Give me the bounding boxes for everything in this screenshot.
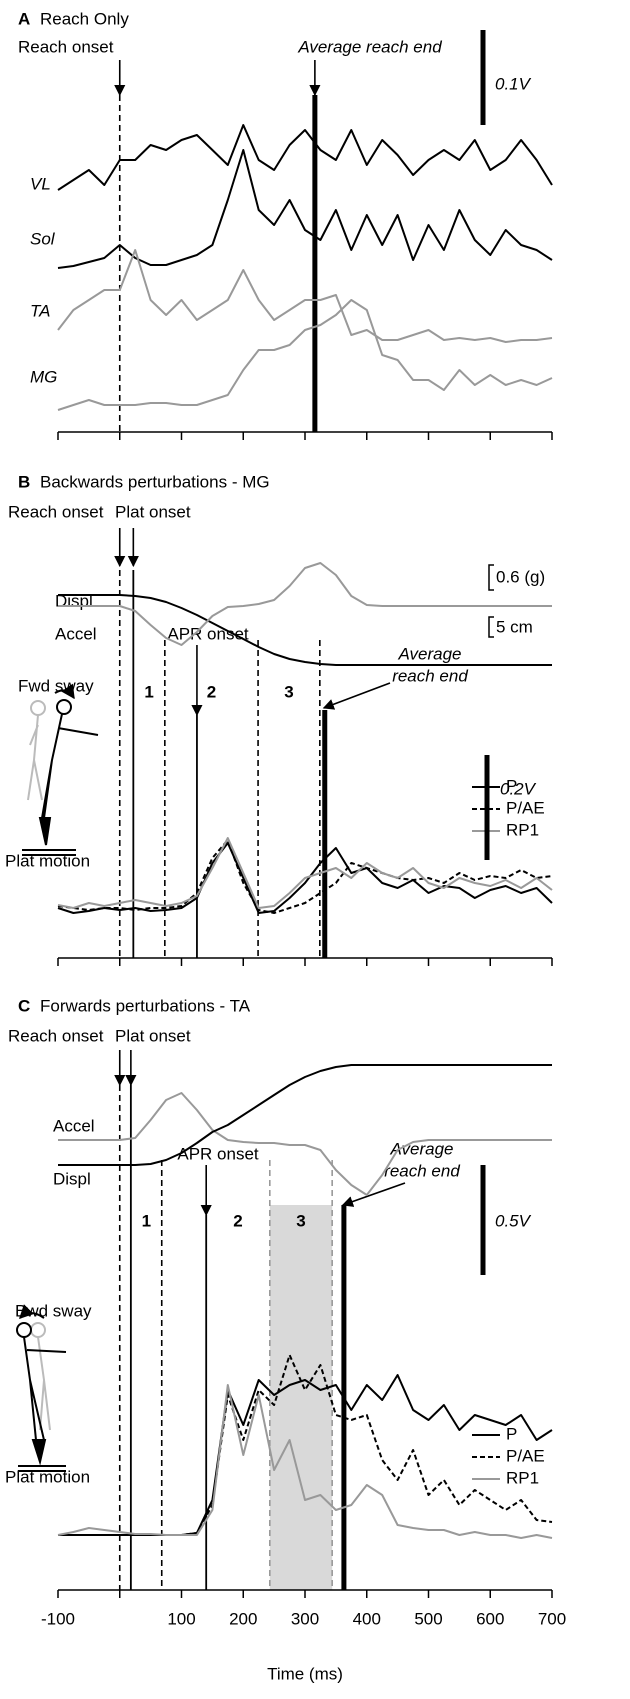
event-label: reach end (392, 666, 468, 685)
phase-shade (269, 1205, 333, 1590)
event-label: Reach onset (8, 1026, 104, 1045)
scale-label: 0.2V (500, 779, 537, 798)
x-tick-label: 400 (353, 1609, 381, 1628)
x-tick-label: -100 (41, 1609, 75, 1628)
trace-label: MG (30, 367, 57, 386)
panel-label: C (18, 996, 30, 1015)
scale-label: 5 cm (496, 617, 533, 636)
phase-label: 3 (296, 1211, 305, 1230)
trace (58, 1064, 552, 1166)
trace (58, 562, 552, 646)
trace-label: Displ (55, 591, 93, 610)
x-tick-label: 100 (167, 1609, 195, 1628)
event-label: Plat onset (115, 1026, 191, 1045)
trace (57, 149, 553, 269)
x-axis-label: Time (ms) (267, 1664, 343, 1683)
trace-label: Accel (55, 624, 97, 643)
trace (57, 837, 553, 909)
scale-label: 0.1V (495, 74, 532, 93)
trace-label: Accel (53, 1116, 95, 1135)
inset-figure (22, 683, 99, 856)
panel-title: Forwards perturbations - TA (40, 996, 251, 1015)
phase-label: 3 (284, 682, 293, 701)
legend-label: RP1 (506, 820, 539, 839)
inset-figure (16, 1304, 67, 1472)
legend-label: P (506, 776, 517, 795)
event-label: APR onset (167, 624, 249, 643)
arrow (322, 682, 391, 710)
scale-bracket (488, 616, 494, 638)
trace (57, 839, 553, 914)
trace (58, 594, 552, 666)
event-label: APR onset (177, 1144, 259, 1163)
scale-bracket (488, 564, 494, 591)
trace-label: Displ (53, 1169, 91, 1188)
panel-title: Reach Only (40, 9, 129, 28)
trace (57, 124, 553, 191)
panel-title: Backwards perturbations - MG (40, 472, 270, 491)
trace (57, 299, 553, 411)
event-label: Plat onset (115, 502, 191, 521)
trace (57, 249, 553, 343)
x-tick-label: 700 (538, 1609, 566, 1628)
x-tick-label: 300 (291, 1609, 319, 1628)
event-label: Reach onset (8, 502, 104, 521)
x-tick-label: 500 (414, 1609, 442, 1628)
phase-label: 1 (144, 682, 153, 701)
panel-label: A (18, 9, 30, 28)
trace (57, 1384, 553, 1539)
legend-label: RP1 (506, 1468, 539, 1487)
inset-label: Bwd sway (15, 1301, 92, 1320)
x-tick-label: 600 (476, 1609, 504, 1628)
scale-label: 0.5V (495, 1211, 532, 1230)
trace-label: Sol (30, 229, 56, 248)
trace (58, 1092, 552, 1196)
panel-label: B (18, 472, 30, 491)
inset-label: Plat motion (5, 1467, 90, 1486)
legend-label: P (506, 1424, 517, 1443)
trace-label: VL (30, 174, 51, 193)
phase-label: 1 (142, 1211, 151, 1230)
event-label: Reach onset (18, 37, 114, 56)
phase-label: 2 (207, 682, 216, 701)
legend-label: P/AE (506, 1446, 545, 1465)
arrow (341, 1182, 406, 1207)
event-label: Average (389, 1139, 453, 1158)
scale-label: 0.6 (g) (496, 567, 545, 586)
inset-label: Fwd sway (18, 676, 94, 695)
event-label: Average (397, 644, 461, 663)
event-label: reach end (384, 1161, 460, 1180)
phase-label: 2 (233, 1211, 242, 1230)
legend-label: P/AE (506, 798, 545, 817)
trace-label: TA (30, 301, 50, 320)
inset-label: Plat motion (5, 851, 90, 870)
x-tick-label: 200 (229, 1609, 257, 1628)
event-label: Average reach end (297, 37, 442, 56)
